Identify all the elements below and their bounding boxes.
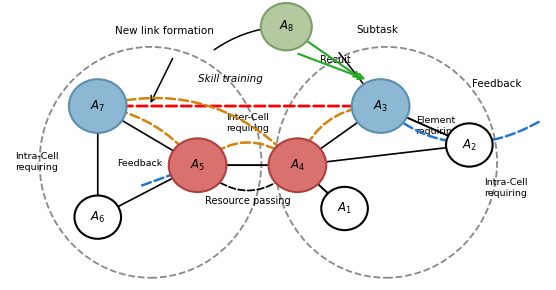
Ellipse shape bbox=[69, 79, 127, 133]
Ellipse shape bbox=[446, 123, 493, 167]
Ellipse shape bbox=[261, 3, 312, 50]
Text: $A_{4}$: $A_{4}$ bbox=[290, 158, 305, 173]
Text: $A_{1}$: $A_{1}$ bbox=[337, 201, 352, 216]
Text: $A_{3}$: $A_{3}$ bbox=[373, 99, 388, 114]
Ellipse shape bbox=[75, 195, 121, 239]
Text: $A_{7}$: $A_{7}$ bbox=[90, 99, 105, 114]
Text: $A_{5}$: $A_{5}$ bbox=[190, 158, 205, 173]
Ellipse shape bbox=[168, 138, 226, 192]
Text: Skill training: Skill training bbox=[198, 74, 264, 84]
Text: Element
requiring: Element requiring bbox=[415, 116, 458, 136]
Text: $A_{6}$: $A_{6}$ bbox=[90, 210, 106, 225]
Text: Inter-Cell
requiring: Inter-Cell requiring bbox=[226, 113, 269, 133]
Text: Recuit: Recuit bbox=[320, 55, 350, 65]
Text: Resource passing: Resource passing bbox=[205, 196, 290, 206]
Text: Intra-Cell
requiring: Intra-Cell requiring bbox=[484, 178, 527, 198]
Ellipse shape bbox=[269, 138, 326, 192]
Text: Feedback: Feedback bbox=[117, 159, 162, 168]
Text: $A_{2}$: $A_{2}$ bbox=[462, 137, 477, 153]
Ellipse shape bbox=[352, 79, 409, 133]
Text: Intra-Cell
requiring: Intra-Cell requiring bbox=[15, 152, 58, 172]
Text: $A_{8}$: $A_{8}$ bbox=[279, 19, 294, 34]
Text: New link formation: New link formation bbox=[115, 26, 214, 36]
Text: Feedback: Feedback bbox=[472, 79, 522, 89]
Text: Subtask: Subtask bbox=[357, 25, 399, 35]
Ellipse shape bbox=[321, 187, 368, 230]
